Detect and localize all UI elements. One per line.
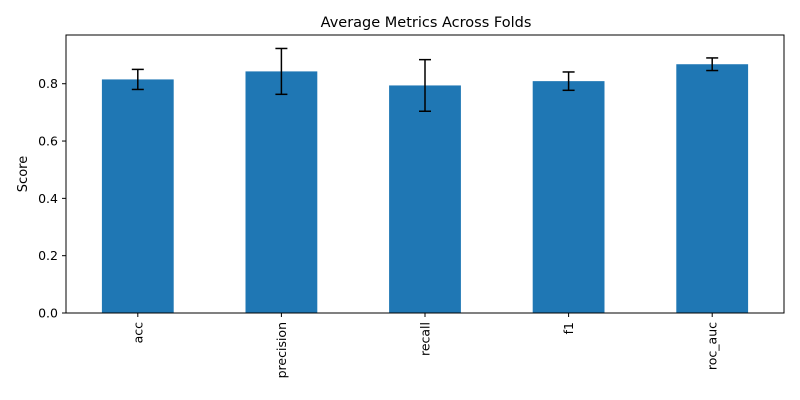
y-tick-label-1: 0.2 xyxy=(38,248,58,263)
bar-recall xyxy=(389,85,461,313)
x-tick-label-f1: f1 xyxy=(561,322,576,334)
x-axis-ticks: acc precision recall f1 roc_auc xyxy=(130,313,720,378)
y-tick-label-3: 0.6 xyxy=(38,134,58,149)
y-axis-ticks: 0.0 0.2 0.4 0.6 0.8 xyxy=(38,76,66,321)
plot-area-frame xyxy=(65,34,785,314)
y-tick-label-4: 0.8 xyxy=(38,76,58,91)
y-axis-label: Score xyxy=(16,156,31,192)
x-tick-label-acc: acc xyxy=(130,322,145,344)
x-tick-label-precision: precision xyxy=(274,322,289,378)
x-tick-label-recall: recall xyxy=(418,322,433,356)
error-bars-group xyxy=(131,47,719,112)
bar-acc xyxy=(101,79,174,313)
bars-group xyxy=(101,64,749,313)
bar-f1 xyxy=(532,81,605,313)
bar-roc_auc xyxy=(676,64,749,313)
y-tick-label-2: 0.4 xyxy=(38,191,58,206)
chart-title: Average Metrics Across Folds xyxy=(321,15,532,31)
bar-precision xyxy=(245,71,318,313)
x-tick-label-roc_auc: roc_auc xyxy=(705,322,720,370)
y-tick-label-0: 0.0 xyxy=(38,306,58,321)
